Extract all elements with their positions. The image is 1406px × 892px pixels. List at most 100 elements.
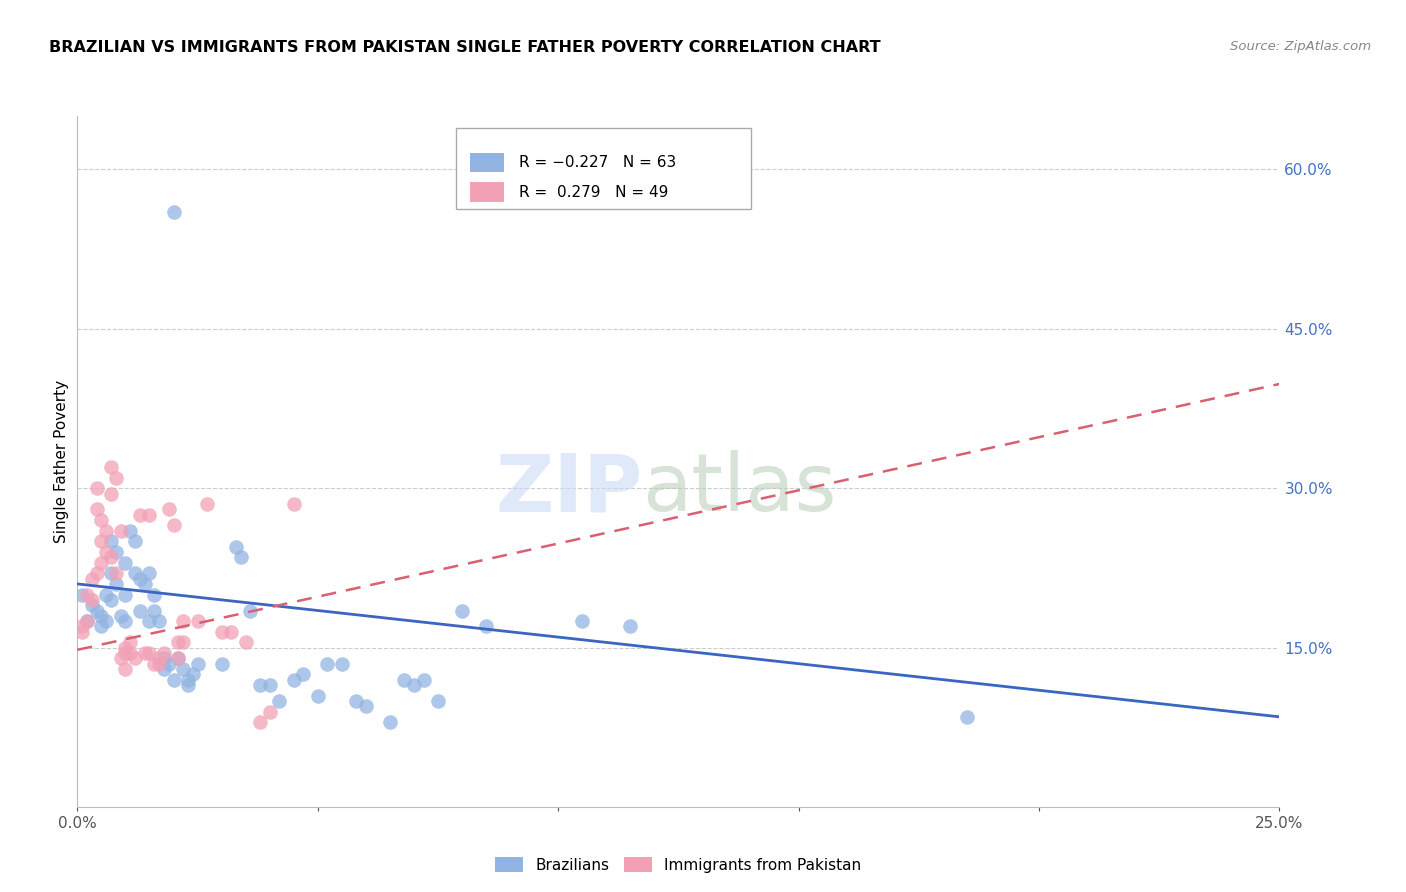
Point: [90, 556, 112, 570]
Point: [70, 624, 93, 639]
Point: [128, 572, 150, 586]
Point: [138, 566, 160, 581]
Point: [100, 486, 122, 500]
Point: [80, 572, 103, 586]
Text: R = −0.227   N = 63: R = −0.227 N = 63: [519, 155, 676, 169]
Point: [120, 524, 142, 538]
Point: [162, 204, 184, 219]
Point: [167, 651, 190, 665]
Point: [153, 651, 176, 665]
Point: [76, 588, 98, 602]
Point: [104, 470, 127, 484]
Y-axis label: Single Father Poverty: Single Father Poverty: [53, 380, 69, 543]
Point: [239, 603, 262, 617]
Point: [104, 577, 127, 591]
Point: [394, 673, 416, 687]
Point: [427, 694, 450, 708]
Point: [138, 508, 160, 522]
Point: [316, 657, 339, 671]
Point: [110, 524, 132, 538]
Point: [76, 614, 98, 628]
Point: [100, 566, 122, 581]
Point: [114, 614, 136, 628]
Point: [100, 550, 122, 565]
Point: [157, 657, 180, 671]
Point: [86, 502, 108, 516]
Point: [619, 619, 641, 633]
Text: atlas: atlas: [643, 450, 837, 528]
Point: [80, 598, 103, 612]
Point: [148, 657, 170, 671]
Point: [104, 566, 127, 581]
Point: [956, 710, 979, 724]
Point: [162, 518, 184, 533]
Point: [283, 673, 305, 687]
Point: [148, 651, 170, 665]
Point: [148, 614, 170, 628]
Point: [330, 657, 353, 671]
Point: [143, 588, 166, 602]
Point: [354, 699, 377, 714]
Point: [70, 619, 93, 633]
Point: [181, 667, 204, 681]
Point: [249, 678, 271, 692]
Point: [571, 614, 593, 628]
Point: [96, 588, 118, 602]
Point: [100, 459, 122, 474]
Point: [157, 502, 180, 516]
Point: [134, 646, 156, 660]
Point: [172, 635, 194, 649]
Point: [283, 497, 305, 511]
Point: [90, 513, 112, 527]
Point: [124, 534, 146, 549]
Point: [259, 705, 281, 719]
Point: [120, 646, 142, 660]
Point: [225, 540, 247, 554]
Point: [96, 614, 118, 628]
Point: [86, 481, 108, 495]
Point: [134, 577, 156, 591]
FancyBboxPatch shape: [471, 153, 505, 172]
Point: [76, 614, 98, 628]
Point: [143, 657, 166, 671]
Point: [177, 673, 200, 687]
Point: [128, 603, 150, 617]
Point: [86, 566, 108, 581]
Point: [402, 678, 425, 692]
FancyBboxPatch shape: [456, 128, 751, 210]
Point: [124, 651, 146, 665]
Point: [187, 614, 209, 628]
Point: [172, 614, 194, 628]
Point: [96, 524, 118, 538]
Point: [114, 588, 136, 602]
Point: [114, 662, 136, 676]
Point: [187, 657, 209, 671]
Point: [90, 608, 112, 623]
Point: [110, 651, 132, 665]
Point: [100, 593, 122, 607]
Point: [229, 550, 252, 565]
Text: Source: ZipAtlas.com: Source: ZipAtlas.com: [1230, 40, 1371, 54]
Point: [378, 715, 401, 730]
Point: [90, 619, 112, 633]
FancyBboxPatch shape: [471, 182, 505, 202]
Point: [235, 635, 257, 649]
Point: [475, 619, 498, 633]
Point: [138, 646, 160, 660]
Point: [153, 646, 176, 660]
Point: [120, 635, 142, 649]
Point: [70, 588, 93, 602]
Point: [86, 603, 108, 617]
Point: [259, 678, 281, 692]
Point: [143, 603, 166, 617]
Point: [110, 608, 132, 623]
Point: [219, 624, 242, 639]
Point: [211, 624, 233, 639]
Point: [114, 640, 136, 655]
Point: [124, 566, 146, 581]
Point: [167, 651, 190, 665]
Point: [153, 662, 176, 676]
Point: [177, 678, 200, 692]
Point: [344, 694, 367, 708]
Point: [167, 635, 190, 649]
